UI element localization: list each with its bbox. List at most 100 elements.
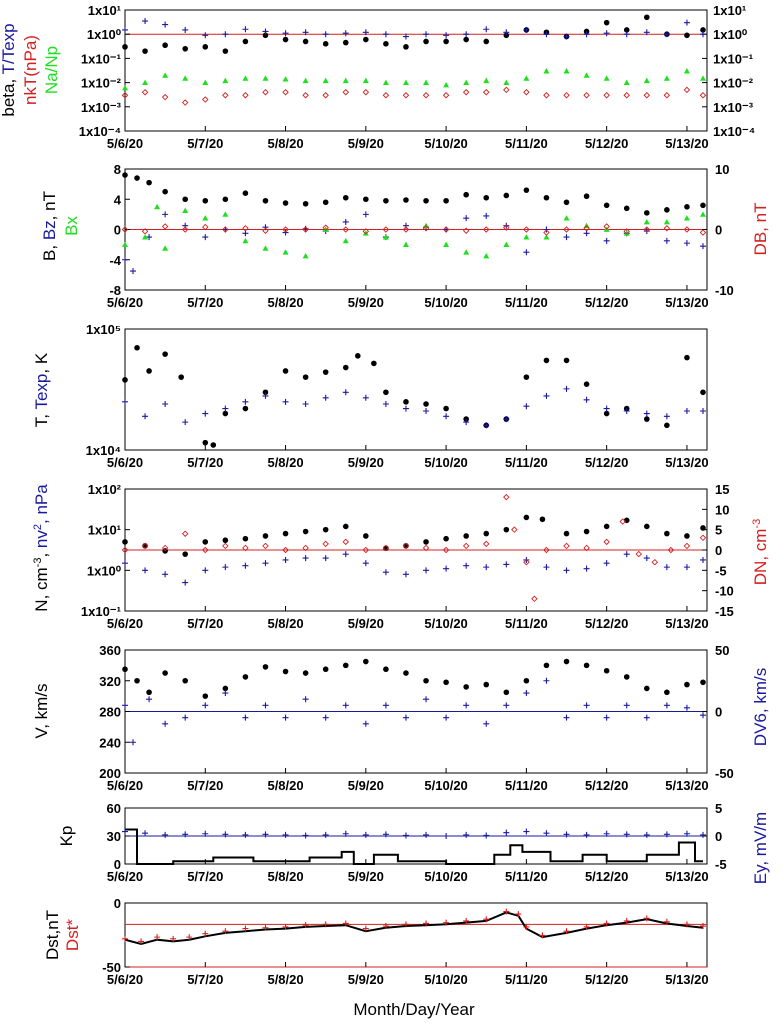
- data-point: [603, 30, 610, 37]
- data-point: [362, 546, 370, 554]
- data-point: [242, 544, 249, 552]
- data-point: [222, 928, 229, 935]
- data-point: [222, 405, 229, 412]
- y2-tick-label: 15: [715, 482, 729, 497]
- panel-frame: [124, 328, 708, 451]
- y-tick-label: 360: [99, 643, 121, 658]
- data-point: [142, 413, 149, 420]
- x-tick-label: 5/10/20: [424, 136, 467, 151]
- data-point: [423, 920, 430, 927]
- data-point: [603, 523, 610, 530]
- data-point: [503, 79, 510, 85]
- data-point: [186, 934, 193, 941]
- data-point: [142, 830, 149, 837]
- data-point: [442, 92, 450, 99]
- y2-tick-label: -15: [715, 604, 734, 619]
- x-tick-label: 5/11/20: [505, 136, 548, 151]
- data-point: [302, 555, 309, 562]
- data-point: [563, 68, 570, 74]
- data-point: [563, 234, 570, 241]
- data-point: [122, 828, 128, 835]
- data-point: [683, 408, 690, 415]
- data-point: [423, 38, 429, 45]
- x-tick-label: 5/6/20: [107, 295, 143, 310]
- data-point: [619, 518, 626, 525]
- data-point: [463, 215, 470, 222]
- data-point: [663, 831, 670, 838]
- data-point: [181, 530, 189, 537]
- data-point: [202, 539, 209, 545]
- data-point: [202, 567, 209, 574]
- data-point: [623, 27, 630, 33]
- data-point: [623, 551, 630, 558]
- data-point: [362, 77, 369, 84]
- ylabel-beta-texp-part: beta,: [0, 74, 18, 116]
- data-point: [443, 197, 449, 204]
- data-point: [282, 368, 289, 374]
- y-tick-label: 60: [107, 801, 121, 816]
- y-tick-label: 1x10⁻²: [81, 76, 122, 91]
- data-point: [262, 392, 269, 399]
- data-point: [222, 92, 229, 99]
- ylabel-na-np: Na/Np: [42, 46, 61, 94]
- data-point: [463, 533, 469, 539]
- data-point: [503, 689, 510, 696]
- data-point: [222, 831, 229, 838]
- ylabel-t-texp-part: , K: [32, 352, 51, 373]
- data-point: [222, 564, 229, 571]
- data-point: [242, 26, 249, 33]
- y-tick-label: 4: [114, 192, 122, 207]
- data-point: [262, 197, 269, 204]
- data-point: [503, 86, 510, 94]
- data-point: [302, 544, 309, 552]
- data-point: [483, 226, 490, 233]
- y2-tick-label: 10: [715, 162, 729, 177]
- data-point: [443, 565, 450, 572]
- data-point: [202, 693, 209, 699]
- ylabel-n-nv2-part: 2: [32, 524, 44, 530]
- data-point: [463, 831, 470, 838]
- ylabel-b-bz-part: Bz: [40, 220, 59, 240]
- data-point: [242, 405, 249, 412]
- data-point: [583, 702, 590, 709]
- x-tick-label: 5/6/20: [107, 869, 143, 884]
- data-point: [262, 224, 269, 231]
- data-point: [603, 237, 610, 244]
- data-point: [210, 442, 217, 448]
- data-point: [539, 516, 546, 523]
- data-point: [355, 353, 361, 359]
- x-tick-label: 5/10/20: [424, 616, 467, 631]
- data-point: [262, 389, 269, 396]
- data-point: [142, 18, 149, 25]
- data-point: [643, 218, 650, 225]
- data-point: [122, 172, 128, 178]
- data-point: [382, 569, 389, 576]
- data-point: [282, 831, 289, 838]
- data-point: [483, 832, 490, 839]
- data-point: [423, 31, 430, 38]
- data-point: [382, 226, 390, 233]
- ylabel-kp-part: Kp: [57, 826, 76, 847]
- ylabel-kp: Kp: [57, 826, 76, 847]
- y-tick-label: 30: [107, 829, 121, 844]
- panel-frame: [124, 9, 708, 132]
- data-point: [122, 84, 128, 91]
- data-point: [146, 689, 152, 696]
- data-point: [282, 556, 289, 563]
- data-point: [141, 542, 149, 550]
- data-point: [643, 210, 650, 216]
- data-point: [651, 558, 659, 566]
- data-point: [503, 224, 510, 231]
- data-point: [483, 916, 490, 923]
- data-point: [643, 410, 650, 417]
- data-point: [603, 667, 610, 674]
- y-tick-label: 1x10⁰: [87, 563, 122, 578]
- ylabel-t-texp-part: T,: [32, 410, 51, 428]
- data-point: [643, 685, 650, 692]
- y2label-dv6-part: DV6, km/s: [751, 668, 770, 746]
- data-point: [563, 92, 570, 99]
- data-point: [664, 207, 670, 213]
- series-nv: [122, 551, 706, 586]
- data-point: [563, 385, 570, 392]
- data-point: [322, 226, 329, 232]
